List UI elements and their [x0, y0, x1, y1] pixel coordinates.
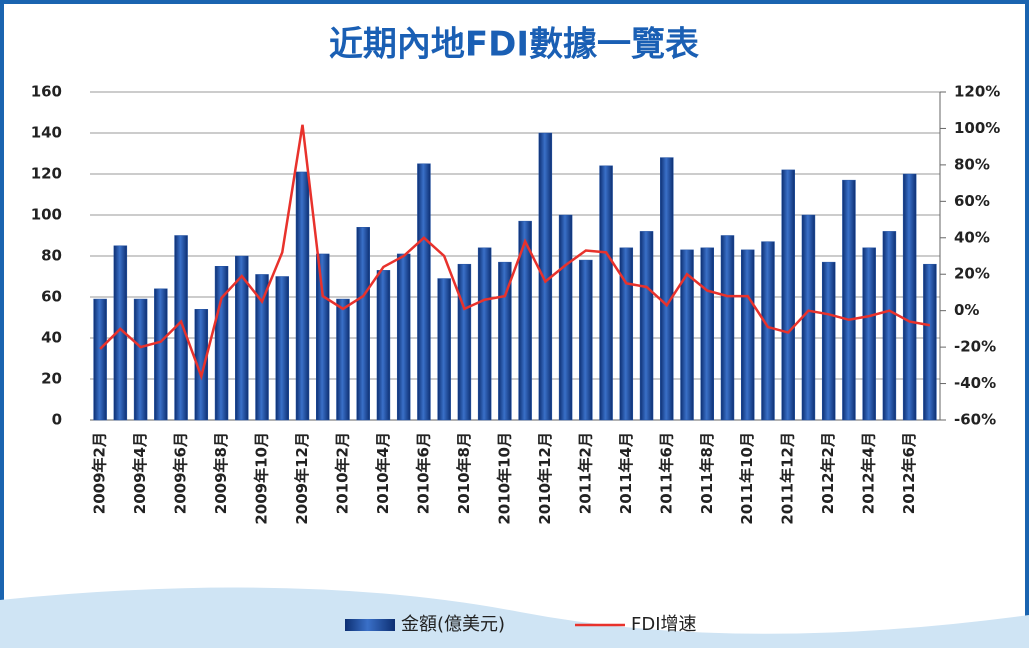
bar — [377, 270, 390, 420]
y2-tick-label: 20% — [954, 265, 990, 283]
y-tick-label: 20 — [41, 370, 62, 388]
bar — [782, 170, 795, 420]
bar — [276, 277, 289, 421]
y-tick-label: 0 — [52, 411, 62, 429]
x-tick-label: 2009年8月 — [212, 432, 230, 514]
bar — [600, 166, 613, 420]
bar — [762, 242, 775, 420]
x-tick-label: 2010年6月 — [414, 432, 432, 514]
bar — [357, 227, 370, 420]
y2-tick-label: 60% — [954, 192, 990, 210]
bar — [822, 262, 835, 420]
bar — [640, 231, 653, 420]
x-tick-label: 2009年12月 — [293, 432, 311, 525]
y-tick-label: 40 — [41, 329, 62, 347]
bar — [802, 215, 815, 420]
x-tick-label: 2009年2月 — [91, 432, 109, 514]
x-tick-label: 2011年6月 — [657, 432, 675, 514]
bar — [579, 260, 592, 420]
bar — [438, 279, 451, 420]
bar — [923, 264, 936, 420]
y2-tick-label: 100% — [954, 119, 1000, 137]
legend-label: 金額(億美元) — [401, 614, 505, 635]
bar — [478, 248, 491, 420]
bar — [458, 264, 471, 420]
x-tick-label: 2011年10月 — [738, 432, 756, 525]
x-tick-label: 2009年10月 — [253, 432, 271, 525]
x-tick-label: 2011年2月 — [576, 432, 594, 514]
bar — [316, 254, 329, 420]
bar — [337, 299, 350, 420]
legend-label: FDI增速 — [631, 614, 697, 635]
y2-tick-label: 0% — [954, 301, 979, 319]
bar — [215, 266, 228, 420]
chart: 近期內地FDI數據一覽表 0 20 40 60 80 100 120 140 160 -60% -4… — [0, 0, 1029, 648]
y-tick-label: 80 — [41, 247, 62, 265]
bar — [903, 174, 916, 420]
x-tick-label: 2012年4月 — [860, 432, 878, 514]
x-tick-label: 2010年2月 — [333, 432, 351, 514]
bar — [154, 289, 167, 420]
bar — [397, 254, 410, 420]
bar — [842, 180, 855, 420]
legend-swatch — [345, 619, 395, 631]
x-tick-label: 2012年6月 — [900, 432, 918, 514]
bar — [660, 158, 673, 420]
y2-tick-label: 80% — [954, 155, 990, 173]
y-tick-label: 100 — [31, 206, 62, 224]
bar — [94, 299, 107, 420]
x-tick-label: 2011年12月 — [779, 432, 797, 525]
bar — [296, 172, 309, 420]
y-tick-label: 140 — [31, 124, 62, 142]
y2-tick-label: 120% — [954, 83, 1000, 101]
x-tick-label: 2011年4月 — [617, 432, 635, 514]
bar — [417, 164, 430, 420]
x-tick-label: 2011年8月 — [698, 432, 716, 514]
y-tick-label: 60 — [41, 288, 62, 306]
y2-tick-label: -40% — [954, 374, 996, 392]
bar — [559, 215, 572, 420]
x-tick-label: 2012年2月 — [819, 432, 837, 514]
x-tick-label: 2009年6月 — [172, 432, 190, 514]
y-tick-label: 160 — [31, 83, 62, 101]
y2-tick-label: 40% — [954, 228, 990, 246]
bar — [701, 248, 714, 420]
bar — [721, 236, 734, 421]
y2-tick-label: -20% — [954, 338, 996, 356]
x-tick-label: 2010年12月 — [536, 432, 554, 525]
chart-title: 近期內地FDI數據一覽表 — [329, 25, 699, 65]
y2-tick-label: -60% — [954, 411, 996, 429]
y-tick-label: 120 — [31, 165, 62, 183]
bar — [863, 248, 876, 420]
x-tick-label: 2010年10月 — [495, 432, 513, 525]
x-tick-label: 2010年8月 — [455, 432, 473, 514]
x-tick-label: 2010年4月 — [374, 432, 392, 514]
bar — [741, 250, 754, 420]
bar — [883, 231, 896, 420]
bar — [134, 299, 147, 420]
x-tick-label: 2009年4月 — [131, 432, 149, 514]
bar — [620, 248, 633, 420]
